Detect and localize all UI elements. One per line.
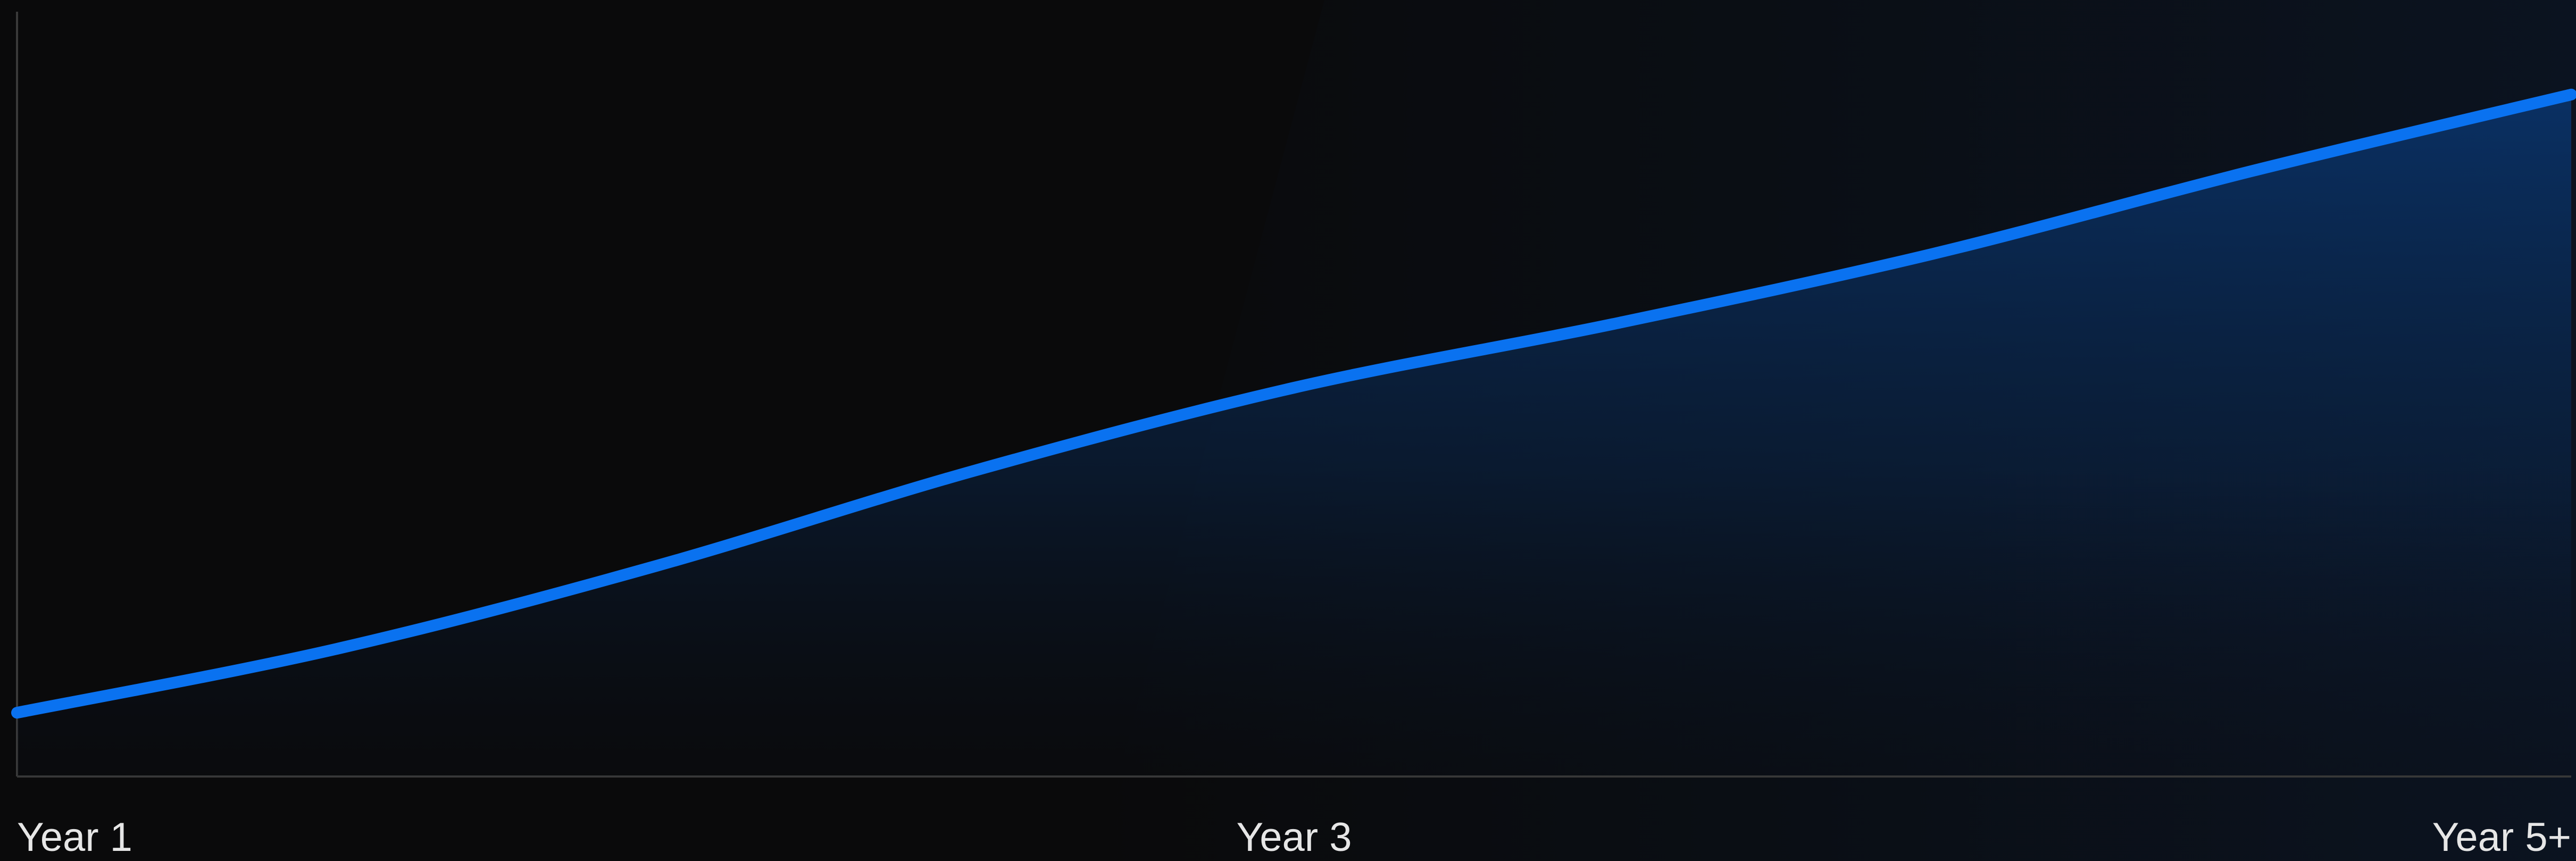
x-tick-label-year-1: Year 1 <box>17 815 132 860</box>
x-tick-label-year-3: Year 3 <box>1237 815 1352 860</box>
series-area-fill <box>17 94 2571 776</box>
x-tick-label-year-5-plus: Year 5+ <box>2432 815 2571 860</box>
series-line <box>11 88 2576 719</box>
